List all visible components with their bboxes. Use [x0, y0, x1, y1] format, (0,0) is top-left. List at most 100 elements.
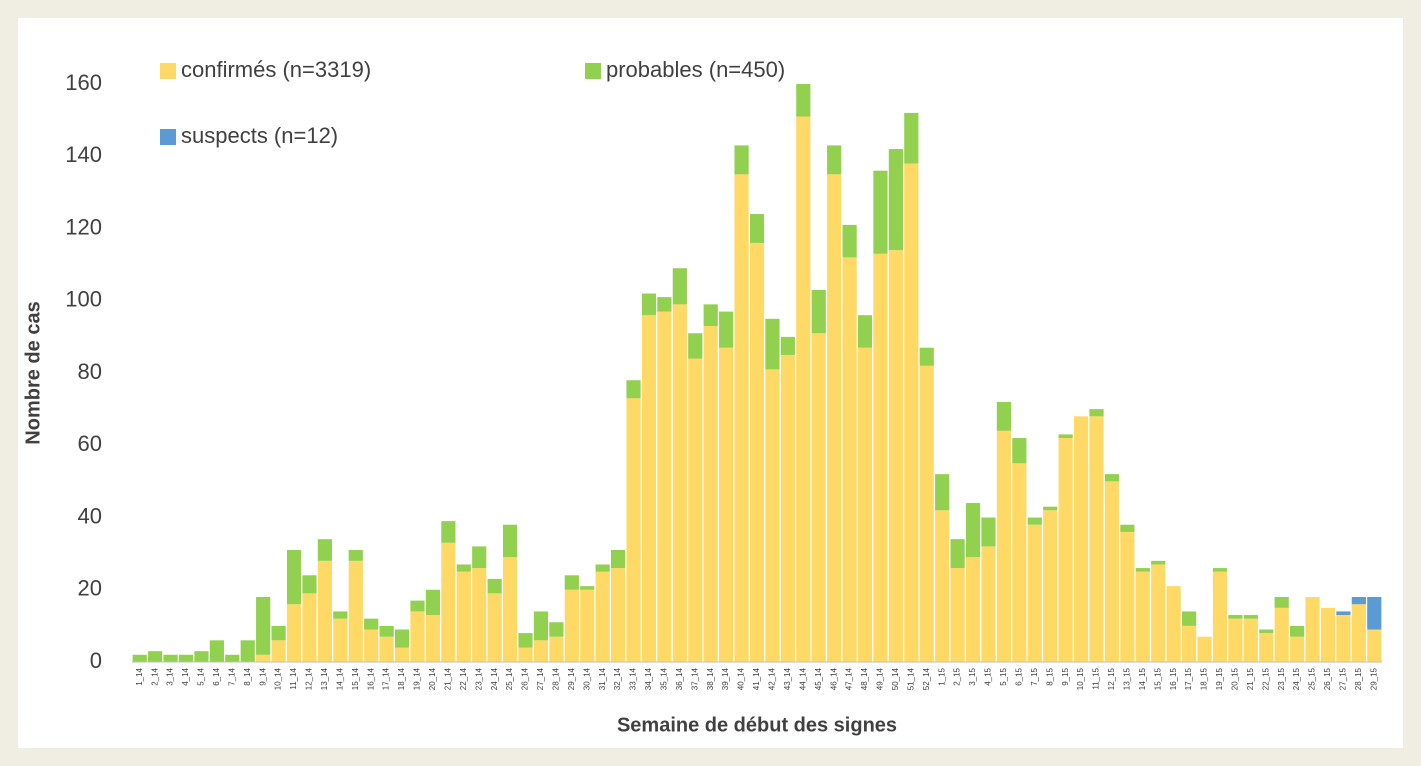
bar-segment [1290, 636, 1305, 662]
bar-segment [641, 315, 657, 662]
x-tick-label: 11_15 [1092, 667, 1101, 689]
bar-segment [857, 315, 873, 348]
x-tick-label: 4_15 [984, 667, 993, 685]
y-tick-label: 80 [78, 359, 102, 384]
x-tick-label: 27_14 [536, 667, 545, 690]
bar-segment [935, 510, 950, 662]
x-tick-label: 52_14 [922, 667, 931, 690]
bar-segment [1182, 625, 1197, 662]
bar-segment [194, 651, 209, 662]
legend-swatch [160, 63, 176, 79]
bar-segment [148, 651, 163, 662]
bar-segment [1120, 524, 1135, 532]
x-tick-label: 21_14 [443, 667, 452, 690]
bar-segment [857, 347, 873, 662]
bar-segment [688, 358, 703, 662]
bar-segment [1027, 524, 1042, 662]
bar-segment [873, 170, 888, 254]
x-tick-label: 13_15 [1122, 667, 1131, 690]
bar-segment [842, 224, 857, 258]
x-tick-label: 23_15 [1277, 667, 1286, 690]
bar-segment [904, 163, 919, 662]
bar-segment [888, 250, 903, 663]
bar-segment [1058, 434, 1073, 439]
bar-segment [749, 214, 765, 243]
bar-segment [688, 333, 703, 359]
bar-segment [811, 333, 826, 662]
x-tick-label: 24_14 [490, 667, 499, 690]
bar-segment [719, 311, 734, 348]
bar-segment [1089, 409, 1104, 417]
bar-segment [1367, 629, 1382, 662]
x-tick-label: 39_14 [721, 667, 730, 690]
y-tick-label: 100 [65, 287, 102, 312]
x-tick-label: 36_14 [675, 667, 684, 690]
y-tick-label: 140 [65, 142, 102, 167]
bar-segment [1351, 596, 1366, 605]
bar-segment [132, 654, 147, 662]
bar-segment [1166, 586, 1181, 662]
y-tick-label: 20 [78, 576, 102, 601]
bar-segment [178, 654, 194, 662]
bar-segment [611, 550, 626, 569]
bar-segment [564, 575, 579, 590]
bar-segment [1104, 481, 1120, 662]
bar-segment [1212, 571, 1228, 662]
bar-segment [1336, 615, 1351, 662]
bar-segment [780, 354, 795, 662]
bar-segment [441, 542, 456, 662]
x-tick-label: 22_14 [459, 667, 468, 690]
x-tick-label: 51_14 [906, 667, 915, 690]
bar-segment [719, 347, 734, 662]
bar-segment [549, 622, 564, 637]
x-tick-label: 12_15 [1107, 667, 1116, 690]
bar-segment [518, 633, 533, 648]
bar-segment [1104, 474, 1120, 482]
bar-segment [1212, 568, 1228, 572]
x-tick-label: 35_14 [660, 667, 669, 690]
x-tick-label: 45_14 [814, 667, 823, 690]
x-tick-label: 18_15 [1200, 667, 1209, 690]
bar-segment [703, 326, 718, 662]
x-tick-label: 11_14 [289, 667, 298, 689]
x-tick-label: 5_14 [197, 667, 206, 685]
bar-segment [410, 600, 425, 612]
x-tick-label: 2_14 [150, 667, 159, 685]
x-tick-label: 8_15 [1045, 667, 1054, 685]
x-tick-label: 8_14 [243, 667, 252, 685]
x-tick-label: 13_14 [320, 667, 329, 690]
bar-segment [580, 586, 595, 590]
x-tick-label: 17_15 [1184, 667, 1193, 690]
bar-segment [1182, 611, 1197, 626]
bar-segment [1089, 416, 1104, 662]
x-tick-label: 46_14 [829, 667, 838, 690]
x-tick-label: 30_14 [582, 667, 591, 690]
bar-segment [441, 521, 456, 543]
bar-segment [626, 398, 641, 662]
legend-swatch [160, 129, 176, 145]
bar-segment [286, 604, 302, 662]
x-tick-label: 25_15 [1308, 667, 1317, 690]
x-tick-label: 6_15 [1014, 667, 1023, 685]
bar-segment [996, 401, 1012, 431]
bar-segment [518, 647, 533, 662]
x-tick-label: 6_14 [212, 667, 221, 685]
y-axis-title: Nombre de cas [22, 301, 44, 444]
y-tick-label: 60 [78, 431, 102, 456]
x-tick-label: 31_14 [598, 667, 607, 690]
x-tick-label: 20_14 [428, 667, 437, 690]
x-tick-label: 50_14 [891, 667, 900, 690]
bar-segment [672, 304, 687, 662]
bar-segment [1305, 596, 1320, 662]
bar-segment [1320, 607, 1336, 662]
bar-segment [657, 311, 672, 662]
bar-segment [1243, 618, 1258, 662]
bar-segment [364, 629, 379, 662]
bar-segment [595, 564, 610, 572]
legend-swatch [585, 63, 601, 79]
bar-segment [1043, 506, 1058, 511]
bar-segment [626, 380, 641, 399]
y-tick-label: 160 [65, 70, 102, 95]
x-tick-label: 21_15 [1246, 667, 1255, 690]
